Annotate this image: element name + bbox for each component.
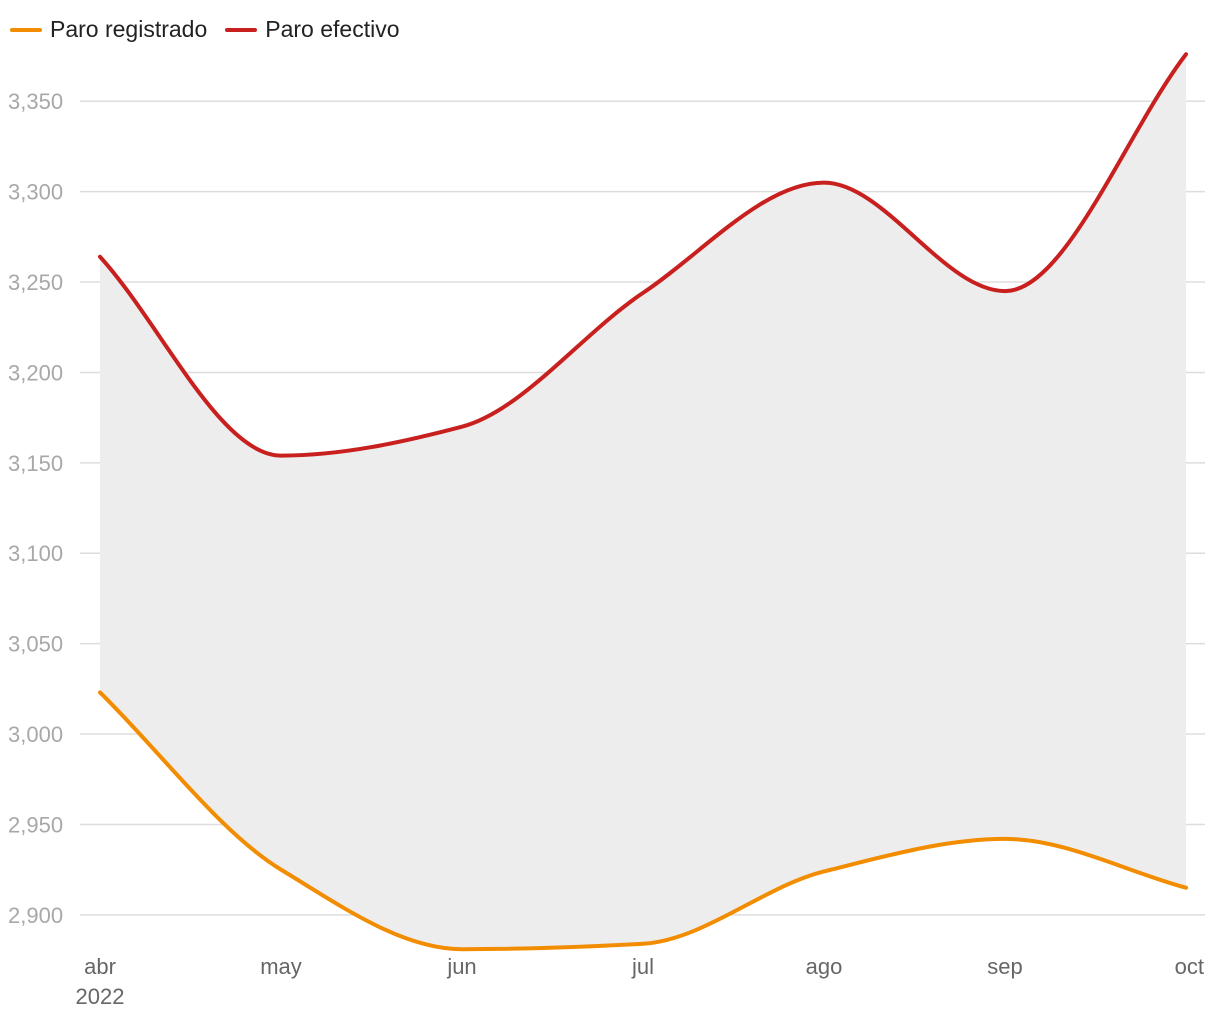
y-tick-label: 3,000 <box>8 722 63 747</box>
y-tick-label: 3,100 <box>8 541 63 566</box>
x-tick-label: oct <box>1175 954 1204 979</box>
x-axis-ticks: abr may jun jul ago sep oct 2022 <box>76 954 1204 1009</box>
x-tick-label: may <box>260 954 302 979</box>
x-tick-label: jun <box>446 954 476 979</box>
paro-registrado-line <box>98 690 1188 952</box>
x-tick-label: abr <box>84 954 116 979</box>
x-tick-year-label: 2022 <box>76 984 125 1009</box>
y-tick-label: 3,350 <box>8 89 63 114</box>
legend-swatch-paro-efectivo <box>225 27 258 32</box>
series-lines <box>98 52 1188 952</box>
y-tick-label: 2,950 <box>8 812 63 837</box>
legend-swatch-paro-registrado <box>10 27 42 32</box>
x-tick-label: sep <box>987 954 1022 979</box>
y-tick-label: 3,050 <box>8 632 63 657</box>
fill-between-area <box>100 54 1186 950</box>
y-tick-label: 3,200 <box>8 360 63 385</box>
legend-item-paro-registrado[interactable]: Paro registrado <box>10 16 207 43</box>
x-tick-label: jul <box>631 954 654 979</box>
paro-efectivo-line <box>98 52 1188 458</box>
x-tick-label: ago <box>806 954 843 979</box>
legend-label-paro-efectivo: Paro efectivo <box>265 16 400 42</box>
y-tick-label: 3,300 <box>8 180 63 205</box>
chart-legend: Paro registrado Paro efectivo <box>10 16 400 43</box>
y-axis-ticks: 2,900 2,950 3,000 3,050 3,100 3,150 3,200 3,250… <box>8 89 63 928</box>
legend-item-paro-efectivo[interactable]: Paro efectivo <box>225 16 400 43</box>
y-tick-label: 3,150 <box>8 451 63 476</box>
legend-label-paro-registrado: Paro registrado <box>50 16 208 42</box>
fill-area-layer <box>100 54 1186 950</box>
y-tick-label: 2,900 <box>8 903 63 928</box>
y-tick-label: 3,250 <box>8 270 63 295</box>
